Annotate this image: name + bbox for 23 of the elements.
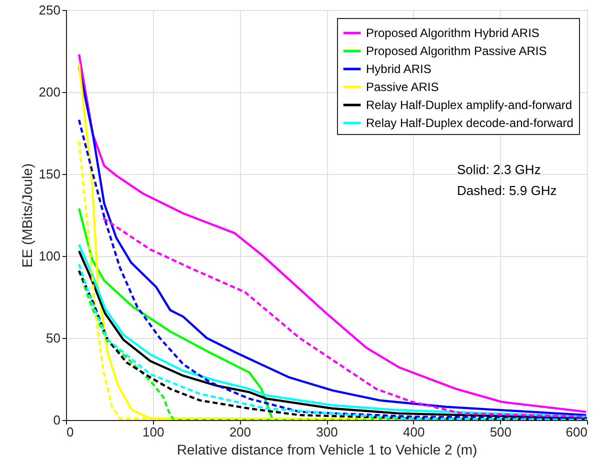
x-tick-label: 600: [566, 424, 588, 440]
legend-label: Relay Half-Duplex amplify-and-forward: [366, 98, 572, 112]
x-tick-label: 100: [142, 424, 164, 440]
y-tick-label: 100: [38, 248, 60, 264]
x-axis-title: Relative distance from Vehicle 1 to Vehicle 2 (m): [176, 442, 478, 458]
y-tick-label: 200: [38, 84, 60, 100]
y-tick-label: 50: [46, 330, 60, 346]
x-tick-label: 0: [66, 424, 74, 440]
annotation: Solid: 2.3 GHz: [457, 162, 541, 177]
x-tick-label: 300: [316, 424, 338, 440]
legend-label: Proposed Algorithm Passive ARIS: [366, 44, 547, 58]
x-tick-label: 500: [490, 424, 512, 440]
y-tick-label: 250: [38, 2, 60, 18]
annotation: Dashed: 5.9 GHz: [457, 183, 557, 198]
x-tick-label: 200: [229, 424, 252, 440]
legend-label: Passive ARIS: [366, 80, 439, 94]
y-tick-label: 0: [53, 412, 60, 428]
legend-label: Hybrid ARIS: [366, 62, 432, 76]
legend-label: Proposed Algorithm Hybrid ARIS: [366, 26, 540, 40]
y-axis-title: EE (MBits/Joule): [18, 163, 35, 268]
x-tick-label: 400: [402, 424, 425, 440]
y-tick-label: 150: [38, 166, 60, 182]
legend-label: Relay Half-Duplex decode-and-forward: [366, 116, 574, 130]
